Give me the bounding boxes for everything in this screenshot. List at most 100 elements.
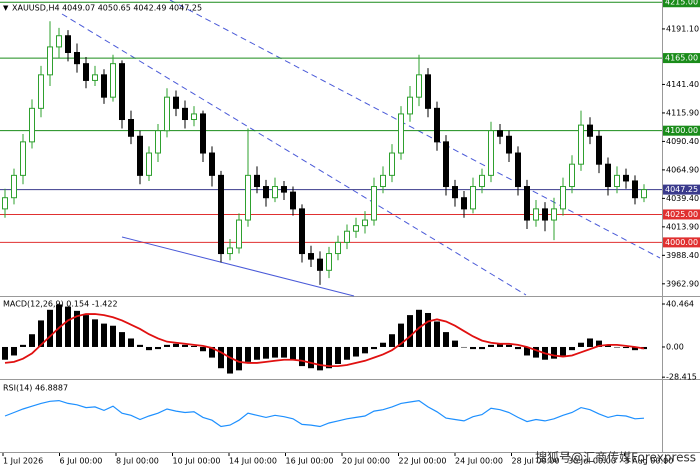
candle-body (443, 141, 449, 188)
candle-body (92, 74, 98, 81)
macd-bar (137, 344, 143, 347)
macd-bar (515, 346, 521, 350)
candle-body (56, 35, 62, 48)
candle-body (11, 174, 17, 199)
candle-body (641, 189, 647, 199)
candle-body (425, 74, 431, 109)
y-tick-label: 4141.40 (666, 80, 699, 89)
macd-bar (182, 344, 188, 347)
macd-signal (4, 313, 645, 368)
macd-bar (578, 342, 584, 347)
level-label: 4047.25 (665, 185, 698, 194)
macd-bar (488, 344, 494, 347)
candle-body (623, 174, 629, 182)
x-tick-label: 3 Aug 00:00 (625, 457, 674, 466)
candle-body (335, 241, 341, 255)
level-box (663, 209, 700, 220)
level-label: 4100.00 (665, 126, 698, 135)
macd-bar (353, 346, 359, 357)
candle-body (29, 107, 35, 143)
macd-bar (614, 346, 620, 348)
y-tick-label: 4064.90 (666, 165, 699, 174)
candle-body (317, 258, 323, 271)
candle-body (596, 135, 602, 165)
candle-body (101, 74, 107, 98)
candle-body (560, 186, 566, 210)
candle-body (614, 174, 620, 188)
level-box (663, 0, 700, 8)
candle-body (227, 247, 233, 255)
macd-bar (272, 346, 278, 358)
macd-bar (209, 346, 215, 358)
macd-bar (587, 338, 593, 347)
macd-bar (128, 338, 134, 347)
rsi-line (4, 399, 645, 428)
macd-bar (371, 346, 377, 350)
macd-bar (605, 344, 611, 347)
candle-body (272, 186, 278, 199)
candle-body (515, 152, 521, 188)
macd-bar (479, 346, 485, 350)
macd-bar (434, 321, 440, 347)
x-tick-label: 20 Jul 00:00 (342, 457, 390, 466)
candle-body (344, 230, 350, 243)
macd-bar (452, 340, 458, 347)
macd-bar (200, 346, 206, 352)
level-box (663, 125, 700, 136)
macd-bar (308, 346, 314, 369)
y-tick-label: 3962.90 (666, 279, 699, 288)
candle-body (506, 135, 512, 154)
y-tick-label: 4191.10 (666, 24, 699, 33)
candle-body (299, 208, 305, 255)
macd-bar (398, 323, 404, 347)
candle-body (461, 197, 467, 210)
macd-bar (164, 344, 170, 347)
candle-body (326, 253, 332, 271)
candle-body (164, 96, 170, 132)
macd-bar (389, 334, 395, 347)
symbol-header: XAUUSD,H4 4049.07 4050.65 4042.49 4047.2… (12, 4, 202, 13)
candle-body (182, 107, 188, 121)
y-tick-label: 4090.40 (666, 137, 699, 146)
macd-bar (2, 346, 8, 360)
macd-bar (65, 306, 71, 347)
macd-bar (425, 312, 431, 347)
macd-bar (533, 346, 539, 358)
macd-bar (443, 332, 449, 347)
y-tick-label: 0.00 (666, 342, 684, 351)
candle-body (47, 46, 53, 76)
macd-bar (335, 346, 341, 364)
level-label: 4025.00 (665, 210, 698, 219)
candle-body (290, 191, 296, 210)
candle-body (479, 174, 485, 188)
macd-bar (506, 344, 512, 347)
macd-bar (146, 346, 152, 351)
candle-body (470, 186, 476, 210)
candle-body (569, 163, 575, 188)
candle-body (308, 253, 314, 260)
candle-body (83, 63, 89, 81)
macd-bar (92, 319, 98, 347)
candle-body (119, 63, 125, 121)
candle-body (209, 152, 215, 176)
candle-body (362, 219, 368, 227)
candle-body (524, 186, 530, 221)
rsi-label: RSI(14) 46.8887 (3, 384, 68, 393)
macd-bar (263, 346, 269, 359)
x-tick-label: 30 Jul 00:00 (568, 457, 616, 466)
candle-body (371, 186, 377, 221)
macd-bar (245, 346, 251, 362)
level-box (663, 237, 700, 248)
macd-bar (632, 346, 638, 351)
candle-body (389, 152, 395, 176)
y-tick-label: 3988.40 (666, 251, 699, 260)
candle-body (155, 130, 161, 154)
candle-body (488, 130, 494, 176)
candle-body (20, 141, 26, 176)
macd-bar (326, 346, 332, 369)
macd-bar (119, 332, 125, 347)
watermark: 搜狐号@汇商传媒Forexpress (535, 450, 696, 465)
candle-body (353, 225, 359, 232)
y-tick-label: 40.464 (666, 299, 694, 308)
